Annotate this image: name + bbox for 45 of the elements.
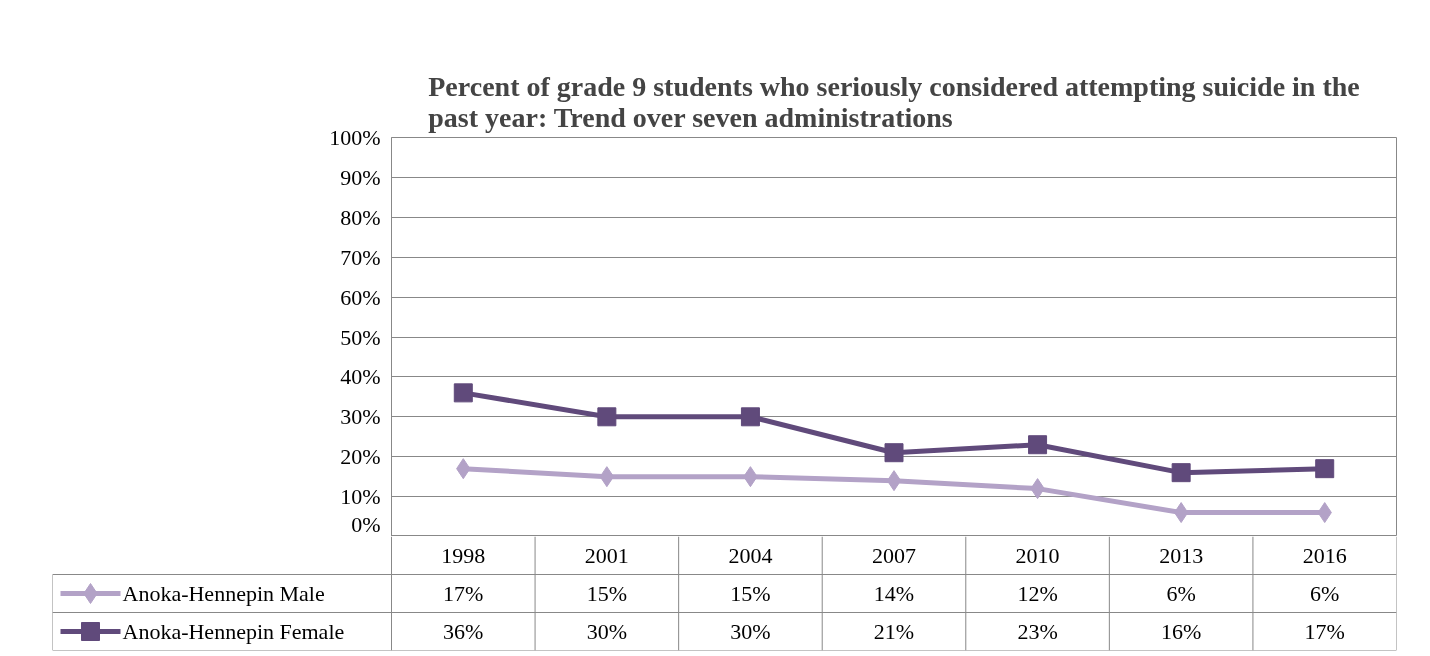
point — [1315, 459, 1335, 479]
point — [740, 407, 760, 427]
data-label: 17% — [1304, 619, 1345, 644]
y-tick-label: 100% — [329, 125, 381, 150]
data-label: 17% — [443, 581, 484, 606]
y-tick-label: 10% — [340, 484, 381, 510]
y-tick-label: 90% — [340, 164, 381, 190]
data-label: 36% — [443, 619, 484, 644]
point — [1028, 435, 1048, 455]
legend-label: Anoka-Hennepin Male — [122, 581, 325, 606]
y-tick-label: 0% — [351, 511, 381, 537]
x-tick-label: 2013 — [1159, 542, 1204, 568]
x-tick-label: 2001 — [584, 542, 629, 568]
data-label: 12% — [1017, 581, 1058, 606]
data-label: 6% — [1166, 581, 1196, 606]
x-tick-label: 2007 — [872, 542, 916, 568]
point — [884, 443, 904, 463]
x-tick-label: 1998 — [441, 542, 486, 568]
data-label: 14% — [873, 581, 915, 606]
y-tick-label: 60% — [340, 284, 381, 310]
point — [453, 383, 473, 403]
y-tick-label: 80% — [340, 204, 381, 230]
legend-label: Anoka-Hennepin Female — [122, 619, 345, 644]
x-tick-label: 2004 — [728, 542, 773, 568]
x-tick-label: 2010 — [1015, 542, 1060, 568]
point — [1173, 502, 1189, 524]
data-label: 6% — [1310, 581, 1340, 606]
point — [886, 470, 902, 492]
data-label: 21% — [873, 619, 915, 644]
y-tick-label: 20% — [340, 444, 381, 470]
point — [599, 466, 615, 488]
y-tick-label: 40% — [340, 364, 381, 390]
data-label: 30% — [730, 619, 771, 644]
data-label: 15% — [586, 581, 628, 606]
data-label: 23% — [1017, 619, 1058, 644]
data-label: 30% — [586, 619, 628, 644]
x-tick-label: 2016 — [1302, 542, 1347, 568]
y-tick-label: 50% — [340, 324, 381, 350]
data-label: 15% — [730, 581, 771, 606]
point — [1171, 463, 1191, 483]
chart-title: Percent of grade 9 students who seriously considered attempting suicide in the past year: Trend over seven administrations — [428, 70, 1360, 133]
point — [597, 407, 617, 427]
y-tick-label: 70% — [340, 244, 381, 270]
data-label: 16% — [1160, 619, 1202, 644]
y-tick-label: 30% — [340, 404, 381, 430]
